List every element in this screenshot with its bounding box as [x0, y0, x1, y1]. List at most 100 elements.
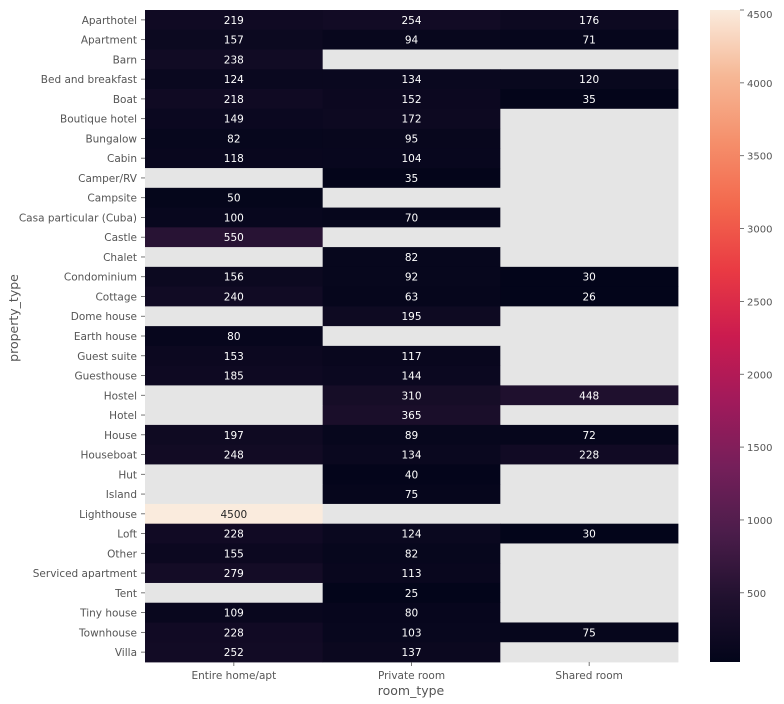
- cell-value-label: 70: [405, 212, 418, 224]
- cell-value-label: 144: [401, 371, 421, 383]
- cell-value-label: 113: [401, 568, 421, 580]
- heatmap-cell: [322, 49, 501, 70]
- heatmap-cell: [145, 207, 324, 228]
- heatmap-cell: [322, 523, 501, 544]
- x-tick-label: Shared room: [555, 670, 622, 682]
- cell-value-label: 124: [224, 74, 244, 86]
- x-axis-label: room_type: [378, 683, 445, 698]
- cell-value-label: 89: [405, 430, 418, 442]
- cell-value-label: 75: [582, 627, 595, 639]
- heatmap-cell: [500, 484, 679, 505]
- cell-value-label: 117: [401, 351, 421, 363]
- heatmap-cell: [145, 622, 324, 643]
- heatmap-cell: [145, 563, 324, 584]
- cell-value-label: 100: [224, 212, 244, 224]
- cell-value-label: 80: [227, 331, 240, 343]
- heatmap-cell: [322, 385, 501, 406]
- cell-value-label: 25: [405, 588, 418, 600]
- heatmap-cell: [322, 464, 501, 485]
- heatmap-cell: [145, 385, 324, 406]
- cell-value-label: 157: [224, 35, 244, 47]
- heatmap-cell: [500, 563, 679, 584]
- cell-value-label: 218: [224, 94, 244, 106]
- heatmap-cell: [145, 582, 324, 604]
- heatmap-cell: [145, 128, 324, 149]
- y-tick-label: Aparthotel: [82, 15, 137, 27]
- colorbar-tick-label: 500: [747, 589, 766, 600]
- heatmap-cell: [145, 405, 324, 426]
- heatmap-cell: [145, 10, 324, 31]
- y-tick-label: Guesthouse: [74, 371, 137, 383]
- cell-value-label: 103: [401, 627, 421, 639]
- y-tick-label: Loft: [117, 529, 137, 541]
- cell-value-label: 228: [224, 627, 244, 639]
- heatmap-cell: [145, 464, 324, 485]
- cell-value-label: 75: [405, 489, 418, 501]
- heatmap-cell: [145, 543, 324, 564]
- heatmap-cell: [500, 69, 679, 90]
- heatmap-cell: [500, 365, 679, 386]
- y-tick-label: Island: [106, 489, 137, 501]
- heatmap-cell: [145, 444, 324, 465]
- cell-value-label: 149: [224, 114, 244, 126]
- heatmap-cell: [500, 464, 679, 485]
- heatmap-cell: [500, 128, 679, 149]
- heatmap-cell: [500, 444, 679, 465]
- cell-value-label: 172: [401, 114, 421, 126]
- heatmap-cell: [145, 642, 324, 663]
- heatmap-cell: [322, 444, 501, 465]
- y-tick-label: House: [104, 430, 137, 442]
- colorbar-tick-label: 3500: [747, 152, 772, 163]
- y-tick-label: Boutique hotel: [60, 114, 137, 126]
- heatmap-cell: [500, 602, 679, 623]
- heatmap-cell: [322, 108, 501, 129]
- heatmap-cell: [322, 563, 501, 584]
- cell-value-label: 279: [224, 568, 244, 580]
- cell-value-label: 124: [401, 529, 421, 541]
- y-tick-label: Condominium: [64, 272, 137, 284]
- cell-value-label: 219: [224, 15, 244, 27]
- cell-value-label: 197: [224, 430, 244, 442]
- cell-value-label: 71: [582, 35, 595, 47]
- heatmap-cell: [322, 227, 501, 248]
- cell-value-label: 82: [227, 133, 240, 145]
- y-tick-label: Boat: [113, 94, 137, 106]
- colorbar-tick-label: 4000: [747, 79, 772, 90]
- heatmap-cell: [500, 207, 679, 228]
- y-tick-label: Castle: [104, 232, 137, 244]
- y-tick-label: Dome house: [71, 311, 137, 323]
- cell-value-labels: 219 254 176 157 94 71 238 124 134 120 218 152 35 149 1…: [220, 15, 599, 659]
- heatmap-cell: [322, 207, 501, 228]
- heatmap-cell: [500, 266, 679, 288]
- heatmap-cell: [322, 365, 501, 386]
- heatmap-cell: [145, 365, 324, 386]
- heatmap-cell: [500, 49, 679, 70]
- heatmap-cell: [322, 286, 501, 307]
- heatmap-cell: [145, 266, 324, 288]
- cell-value-label: 82: [405, 252, 418, 264]
- heatmap-cell: [500, 523, 679, 544]
- cell-value-label: 92: [405, 272, 418, 284]
- heatmap-cell: [145, 247, 324, 268]
- heatmap-cell: [145, 227, 324, 248]
- cell-value-label: 228: [579, 450, 599, 462]
- heatmap-cell: [145, 108, 324, 129]
- colorbar-tick-label: 2000: [747, 370, 772, 381]
- heatmap-cell: [145, 168, 324, 189]
- y-tick-label: Apartment: [81, 35, 137, 47]
- heatmap-cell: [500, 247, 679, 268]
- cell-value-label: 118: [224, 153, 244, 165]
- cell-value-label: 365: [401, 410, 421, 422]
- heatmap-cell: [322, 424, 501, 446]
- heatmap-cell: [145, 286, 324, 307]
- heatmap-cell: [145, 187, 324, 208]
- heatmap-cell: [322, 89, 501, 110]
- heatmap-cell: [500, 306, 679, 327]
- cell-value-label: 4500: [220, 509, 247, 521]
- colorbar-tick-label: 3000: [747, 225, 772, 236]
- heatmap-cell: [500, 424, 679, 446]
- y-tick-label: Casa particular (Cuba): [19, 212, 137, 224]
- cell-value-label: 176: [579, 15, 599, 27]
- heatmap-cell: [500, 168, 679, 189]
- cell-value-label: 448: [579, 390, 599, 402]
